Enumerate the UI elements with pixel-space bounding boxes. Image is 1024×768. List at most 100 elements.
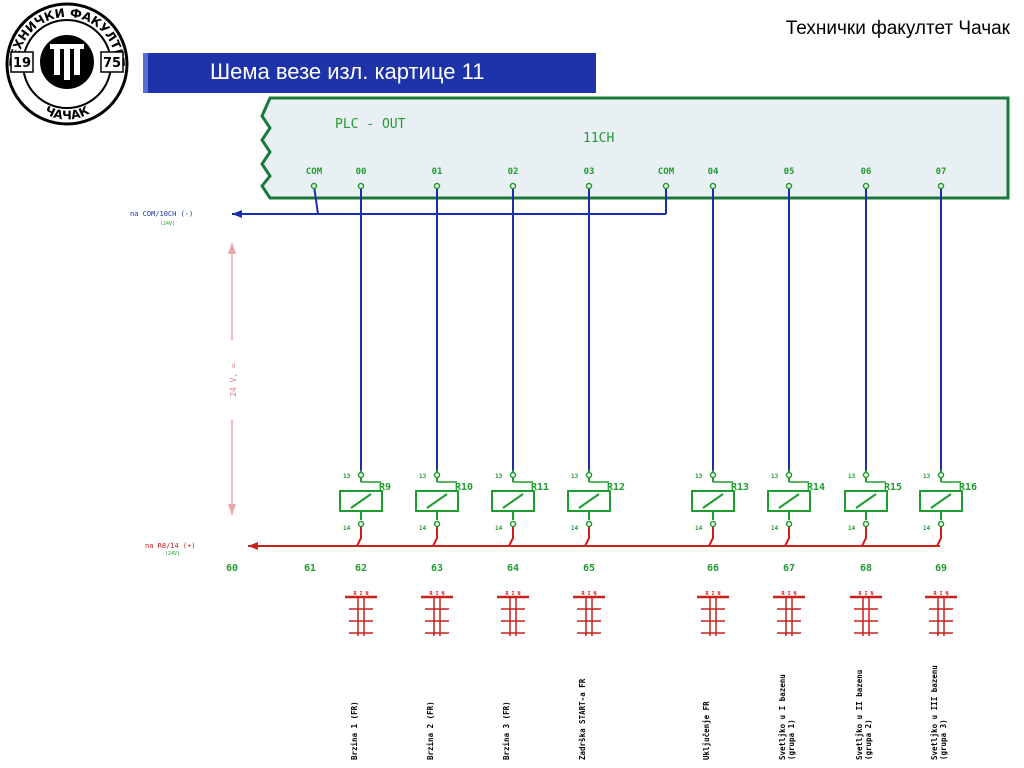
contact-block: R I N (850, 591, 882, 636)
relay-coil-slash (502, 493, 524, 509)
relay-name: R16 (959, 482, 977, 493)
contact-label: R I N (781, 591, 796, 597)
relay-name: R14 (807, 482, 825, 493)
relay-pin-bottom (585, 520, 593, 528)
relay-pin-13-label: 13 (695, 473, 703, 480)
relay-pin-13-label: 13 (343, 473, 351, 480)
logo-year-left: 19 (13, 56, 31, 71)
terminal-label: 00 (356, 167, 367, 177)
load-label-line: Brzina 2 (FR) (426, 701, 435, 760)
relay-coil-slash (778, 493, 800, 509)
faculty-name: Технички факултет Чачак (785, 18, 1010, 39)
slide-title: Шема везе изл. картице 11 (210, 59, 485, 84)
relay-pin-14-label: 14 (695, 525, 703, 532)
terminal-number: 66 (707, 563, 719, 574)
terminal-label: COM (658, 167, 675, 177)
plus-rail: na R8/14 (+) (24V) (145, 542, 940, 557)
relay-pin-bottom (709, 520, 717, 528)
load-label-line: Brzina 1 (FR) (350, 701, 359, 760)
terminal-pin (862, 182, 870, 190)
com-rail-label: na COM/10CH (-) (130, 210, 193, 218)
terminal-label: 05 (784, 167, 795, 177)
load-label-line: Zadrška START-a FR (578, 678, 587, 760)
contact-block: R I N (925, 591, 957, 636)
title-banner: Шема везе изл. картице 11 (143, 53, 596, 93)
contact-label: R I N (505, 591, 520, 597)
load-label-line: Svetljko u I bazenu (778, 674, 787, 760)
relay-name: R12 (607, 482, 625, 493)
terminal-label: 07 (936, 167, 947, 177)
relay-coil-slash (426, 493, 448, 509)
relay-pin-top (585, 471, 593, 479)
terminal-pin (937, 182, 945, 190)
load-label: Brzina 3 (FR) (502, 701, 511, 760)
load-label-line: (grupa 1) (787, 719, 796, 760)
rail-tap (432, 527, 438, 547)
rail-tap (936, 527, 942, 547)
relay-pin-13-label: 13 (848, 473, 856, 480)
contact-block: R I N (345, 591, 377, 636)
relay-pin-14-label: 14 (848, 525, 856, 532)
terminal-pin (709, 182, 717, 190)
relay-pin-bottom (785, 520, 793, 528)
plus-rail-sublabel: (24V) (165, 551, 180, 557)
contact-block: R I N (497, 591, 529, 636)
load-label-line: (grupa 3) (939, 719, 948, 760)
contact-label: R I N (933, 591, 948, 597)
contact-block: R I N (773, 591, 805, 636)
rail-tap (861, 527, 867, 547)
terminal-pin (785, 182, 793, 190)
relay-name: R10 (455, 482, 473, 493)
rail-tap (784, 527, 790, 547)
faculty-logo: ТЕХНИЧКИ ФАКУЛТЕТ ЧАЧАК 19 75 (5, 2, 129, 126)
relay-pin-14-label: 14 (771, 525, 779, 532)
load-label-line: Uključenje FR (702, 701, 711, 760)
relay-name: R15 (884, 482, 902, 493)
load-label-line: Brzina 3 (FR) (502, 701, 511, 760)
relay-pin-14-label: 14 (571, 525, 579, 532)
rail-tap (708, 527, 714, 547)
contact-block: R I N (573, 591, 605, 636)
terminal-pin (433, 182, 441, 190)
relay-pin-13-label: 13 (923, 473, 931, 480)
terminal-pin (662, 182, 670, 190)
contact-block: R I N (421, 591, 453, 636)
relay-name: R13 (731, 482, 749, 493)
svg-text:ЧАЧАК: ЧАЧАК (43, 103, 92, 122)
rail-tap (508, 527, 514, 547)
contact-label: R I N (581, 591, 596, 597)
load-label-line: (grupa 2) (864, 719, 873, 760)
contact-label: R I N (429, 591, 444, 597)
plc-output-card: PLC - OUT 11CH (260, 96, 1010, 200)
plc-channel: 11CH (583, 131, 614, 146)
com-rail-sublabel: (24V) (160, 221, 175, 227)
terminal-pin (509, 182, 517, 190)
relay-name: R9 (379, 482, 391, 493)
relay-name: R11 (531, 482, 549, 493)
load-label-line: Svetljko u II bazenu (855, 670, 864, 760)
load-label: Zadrška START-a FR (578, 678, 587, 760)
load-label: Svetljko u II bazenu(grupa 2) (855, 670, 873, 760)
relay-pin-13-label: 13 (495, 473, 503, 480)
relay-pin-top (357, 471, 365, 479)
rail-tap (584, 527, 590, 547)
logo-year-right: 75 (103, 56, 121, 71)
relay-pin-13-label: 13 (419, 473, 427, 480)
load-label: Brzina 1 (FR) (350, 701, 359, 760)
plus-rail-label: na R8/14 (+) (145, 542, 196, 550)
terminal-label: 06 (861, 167, 872, 177)
terminal-number: 60 (226, 563, 238, 574)
rail-tap (356, 527, 362, 547)
terminal-number: 63 (431, 563, 443, 574)
terminal-number: 68 (860, 563, 872, 574)
relay-pin-top (509, 471, 517, 479)
relay-pin-top (937, 471, 945, 479)
load-label-line: Svetljko u III bazenu (930, 665, 939, 760)
terminal-number: 65 (583, 563, 595, 574)
terminal-label: 01 (432, 167, 443, 177)
relay-pin-bottom (937, 520, 945, 528)
voltage-label: 24 V, = (229, 363, 238, 397)
relay-coil-slash (930, 493, 952, 509)
relay-pin-bottom (509, 520, 517, 528)
